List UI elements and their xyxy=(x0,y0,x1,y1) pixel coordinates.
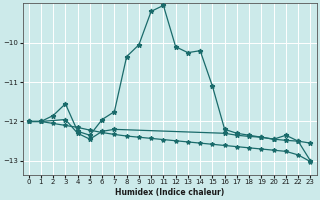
X-axis label: Humidex (Indice chaleur): Humidex (Indice chaleur) xyxy=(115,188,224,197)
